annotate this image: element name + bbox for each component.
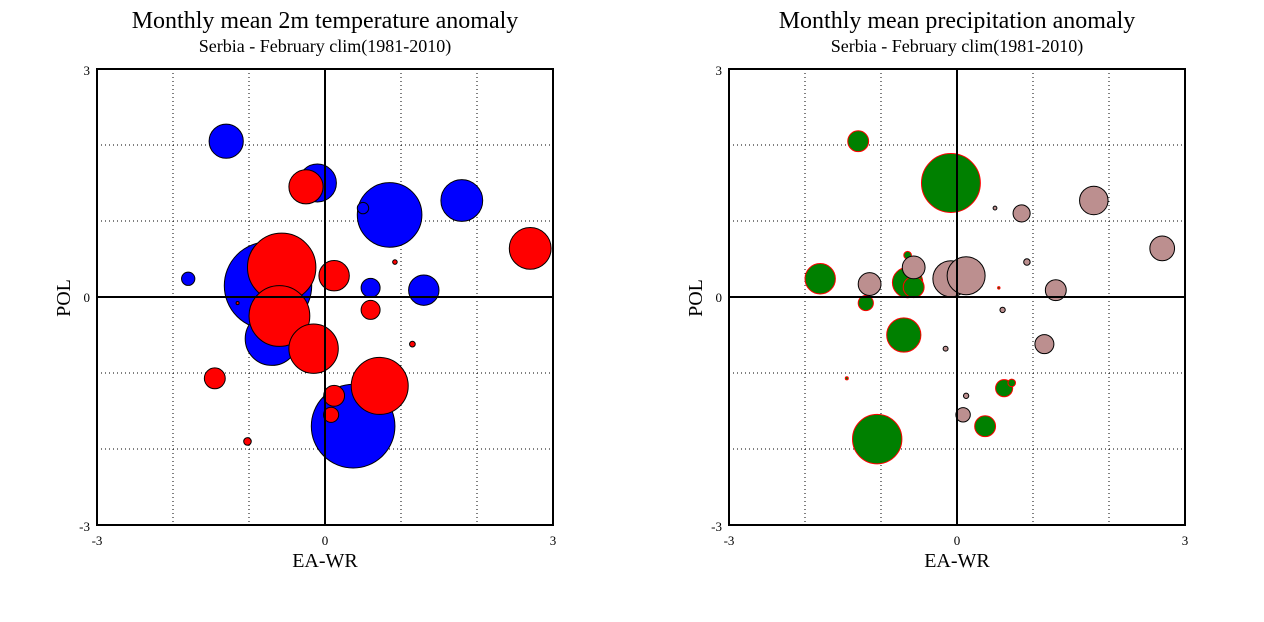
data-points [804,130,1176,465]
data-point [235,301,240,306]
data-point [857,272,882,296]
x-axis-label: EA-WR [924,550,990,572]
data-point [181,271,196,286]
data-point [248,285,311,347]
data-point [999,306,1006,314]
data-point [322,406,340,423]
y-tick-label-max: 3 [84,63,91,78]
data-point [844,376,849,381]
chart-title: Monthly mean precipitation anomaly [779,8,1136,34]
data-point [886,317,922,353]
y-tick-label-min: -3 [79,519,90,534]
data-point [243,437,252,446]
data-point [902,276,925,299]
x-tick-label-zero: 0 [954,533,961,548]
y-tick-label-min: -3 [711,519,722,534]
data-point [1034,334,1055,355]
data-point [997,286,1001,290]
data-point [323,384,346,407]
y-tick-label-max: 3 [716,63,723,78]
data-point [901,255,926,280]
data-point [847,130,870,153]
data-point [409,340,416,348]
data-point [318,260,350,292]
data-point [1079,185,1109,216]
data-point [360,277,381,298]
x-tick-label-min: -3 [724,533,735,548]
data-point [962,392,970,399]
chart-subtitle: Serbia - February clim(1981-2010) [831,36,1083,57]
x-tick-label-max: 3 [550,533,557,548]
data-point [408,274,440,306]
data-point [857,294,874,312]
plot-frame [96,68,554,526]
data-point [992,205,998,211]
plot-frame [728,68,1186,526]
x-tick-label-zero: 0 [322,533,329,548]
data-point [1012,204,1031,223]
data-point [208,123,244,159]
precipitation-anomaly-chart: Monthly mean precipitation anomaly Serbi… [685,8,1188,572]
data-point [288,169,324,205]
x-tick-label-min: -3 [92,533,103,548]
data-point [1044,279,1067,302]
data-point [920,153,981,213]
data-point [508,226,552,270]
data-point [974,415,997,438]
temperature-anomaly-chart: Monthly mean 2m temperature anomaly Serb… [53,8,556,572]
data-point [356,201,370,215]
data-point [360,299,381,320]
y-axis-label: POL [685,279,707,317]
y-axis-label: POL [53,279,75,317]
chart-subtitle: Serbia - February clim(1981-2010) [199,36,451,57]
data-point [1007,378,1017,388]
data-point [288,323,339,374]
data-point [392,259,398,265]
data-point [942,345,949,352]
data-point [350,356,409,415]
data-points [181,123,552,469]
data-point [1149,235,1176,262]
data-point [852,413,903,465]
data-point [440,179,484,222]
chart-title: Monthly mean 2m temperature anomaly [132,8,519,34]
plot-border [96,68,554,526]
data-point [946,256,986,296]
data-point [203,367,226,390]
data-point [1023,258,1031,266]
y-tick-label-zero: 0 [716,290,723,305]
y-tick-label-zero: 0 [84,290,91,305]
x-tick-label-max: 3 [1182,533,1189,548]
x-axis-label: EA-WR [292,550,358,572]
data-point [804,263,836,295]
data-point [356,182,423,248]
plot-border [728,68,1186,526]
data-point [955,407,971,423]
